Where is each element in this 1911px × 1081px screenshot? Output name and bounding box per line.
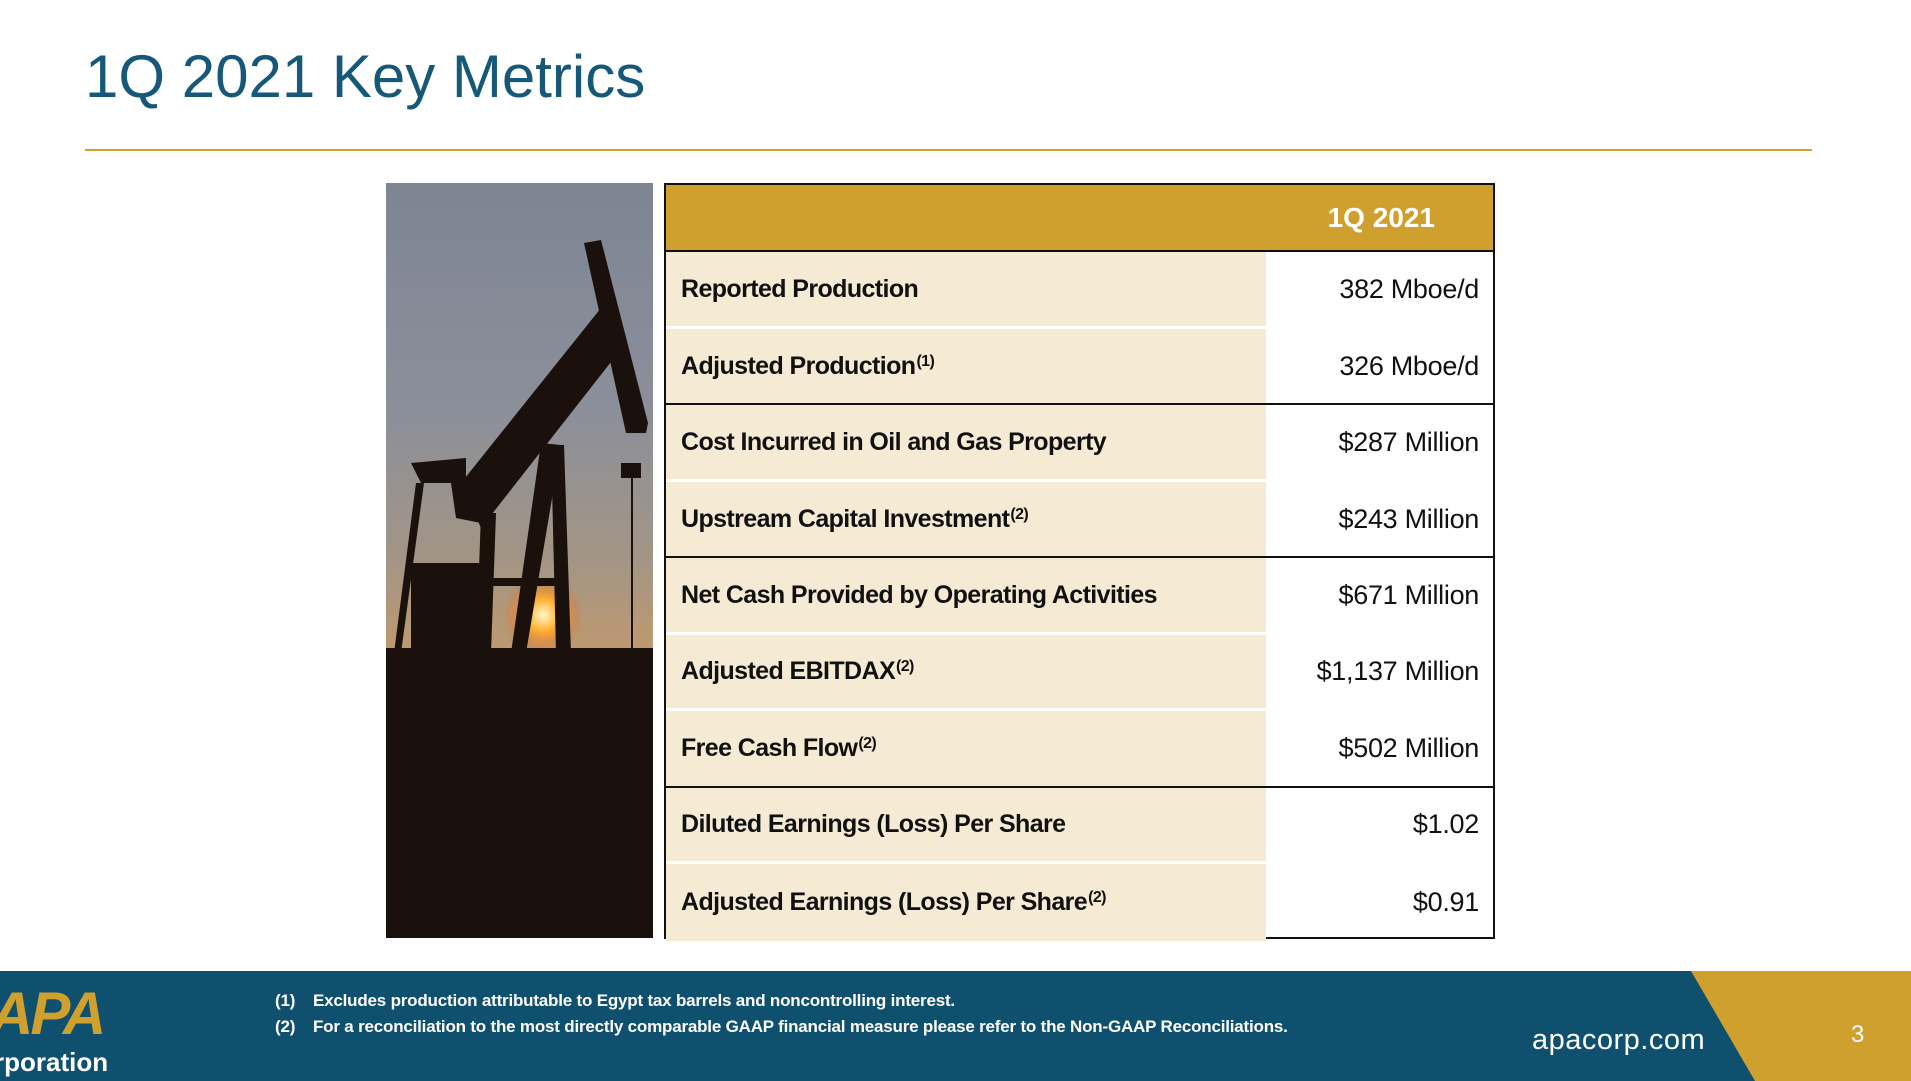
metric-label: Adjusted EBITDAX (2) (666, 634, 1266, 708)
metric-name: Upstream Capital Investment (681, 504, 1010, 533)
metric-label: Upstream Capital Investment (2) (666, 481, 1266, 556)
table-row: Free Cash Flow (2) $502 Million (666, 711, 1493, 788)
metric-label: Reported Production (666, 252, 1266, 326)
footnote-text: For a reconciliation to the most directl… (313, 1017, 1288, 1036)
footnote-ref: (2) (858, 735, 877, 753)
metric-name: Adjusted Production (681, 351, 916, 380)
table-row: Adjusted Earnings (Loss) Per Share (2) $0.… (666, 864, 1493, 941)
table-row: Reported Production 382 Mboe/d (666, 252, 1493, 329)
table-row: Diluted Earnings (Loss) Per Share $1.02 (666, 787, 1493, 864)
column-header-1q2021: 1Q 2021 (1327, 202, 1435, 233)
metric-name: Free Cash Flow (681, 734, 858, 763)
page-number: 3 (1851, 1021, 1865, 1048)
metric-label: Adjusted Production (1) (666, 328, 1266, 403)
footnote-number: (2) (275, 1017, 296, 1036)
table-row: Adjusted EBITDAX (2) $1,137 Million (666, 634, 1493, 711)
metric-label: Adjusted Earnings (Loss) Per Share (2) (666, 864, 1266, 941)
apa-logo: APA (0, 980, 106, 1047)
metric-value: 326 Mboe/d (1339, 350, 1479, 381)
metric-name: Adjusted Earnings (Loss) Per Share (681, 888, 1088, 917)
footer-bar: APA rporation (1) Excludes production att… (0, 971, 1911, 1081)
footer-gold-accent (1691, 971, 1911, 1081)
table-header: 1Q 2021 (666, 185, 1493, 252)
footnote-ref: (1) (916, 352, 935, 370)
metric-value: 382 Mboe/d (1339, 273, 1479, 304)
apa-logo-corporation: rporation (0, 1047, 109, 1077)
metric-value: $502 Million (1338, 733, 1480, 764)
footnote-1: (1) Excludes production attributable to E… (275, 991, 955, 1011)
metric-value: $287 Million (1338, 426, 1480, 457)
metric-label: Net Cash Provided by Operating Activitie… (666, 558, 1266, 632)
metric-value: $1.02 (1412, 809, 1479, 840)
table-row: Cost Incurred in Oil and Gas Property $28… (666, 405, 1493, 482)
table-row: Upstream Capital Investment (2) $243 Milli… (666, 481, 1493, 558)
table-row: Adjusted Production (1) 326 Mboe/d (666, 328, 1493, 405)
metric-name: Reported Production (681, 274, 919, 303)
metric-label: Cost Incurred in Oil and Gas Property (666, 405, 1266, 479)
footnote-ref: (2) (896, 658, 914, 676)
website-link[interactable]: apacorp.com (1532, 1024, 1706, 1056)
metric-value: $0.91 (1412, 887, 1479, 918)
table-row: Net Cash Provided by Operating Activitie… (666, 558, 1493, 635)
metric-name: Diluted Earnings (Loss) Per Share (681, 810, 1066, 839)
metric-value: $671 Million (1338, 579, 1480, 610)
metric-name: Adjusted EBITDAX (681, 657, 896, 686)
metric-label: Free Cash Flow (2) (666, 711, 1266, 786)
title-divider (85, 149, 1812, 151)
metric-value: $1,137 Million (1316, 656, 1480, 687)
footnote-ref: (2) (1088, 889, 1106, 907)
metric-name: Cost Incurred in Oil and Gas Property (681, 427, 1107, 456)
metric-label: Diluted Earnings (Loss) Per Share (666, 787, 1266, 861)
footnote-number: (1) (275, 991, 296, 1010)
metric-name: Net Cash Provided by Operating Activitie… (681, 580, 1158, 609)
page-title: 1Q 2021 Key Metrics (85, 43, 646, 110)
footnote-ref: (2) (1010, 505, 1029, 523)
pumpjack-sunset-photo (386, 183, 653, 938)
footnote-2: (2) For a reconciliation to the most dire… (275, 1017, 1288, 1037)
metric-value: $243 Million (1338, 503, 1480, 534)
key-metrics-table: 1Q 2021 Reported Production 382 Mboe/d Adj… (664, 183, 1495, 941)
footnote-text: Excludes production attributable to Egyp… (313, 991, 955, 1010)
